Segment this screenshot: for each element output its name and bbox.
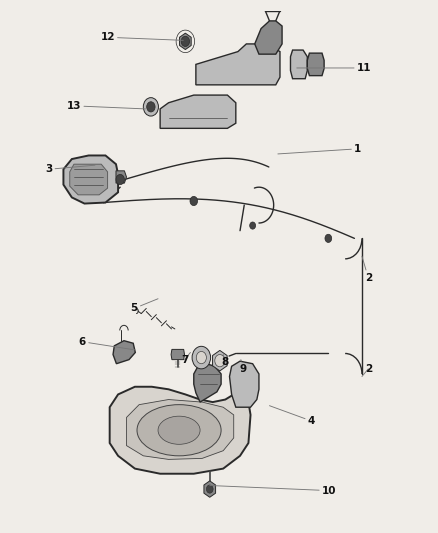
Text: 7: 7 xyxy=(181,352,191,365)
Circle shape xyxy=(147,102,155,112)
Polygon shape xyxy=(113,341,135,364)
Polygon shape xyxy=(212,350,227,371)
Text: 12: 12 xyxy=(100,33,183,42)
Text: 1: 1 xyxy=(278,144,361,154)
Text: 10: 10 xyxy=(210,486,336,496)
Polygon shape xyxy=(307,53,324,76)
Polygon shape xyxy=(290,50,307,79)
Polygon shape xyxy=(116,171,127,183)
Text: 3: 3 xyxy=(45,164,95,174)
Polygon shape xyxy=(160,95,236,128)
Text: 4: 4 xyxy=(269,406,315,426)
Circle shape xyxy=(190,196,198,206)
Circle shape xyxy=(325,235,332,243)
Circle shape xyxy=(143,98,159,116)
Polygon shape xyxy=(196,44,280,85)
Circle shape xyxy=(196,351,206,364)
Text: 6: 6 xyxy=(79,337,135,350)
Text: 11: 11 xyxy=(297,63,371,73)
Circle shape xyxy=(206,485,213,493)
Polygon shape xyxy=(230,361,259,407)
Text: 9: 9 xyxy=(240,360,247,374)
Polygon shape xyxy=(204,481,215,497)
Polygon shape xyxy=(64,156,118,204)
Ellipse shape xyxy=(158,416,200,445)
Circle shape xyxy=(192,346,211,369)
Polygon shape xyxy=(194,364,221,402)
Polygon shape xyxy=(171,350,184,360)
Text: 2: 2 xyxy=(362,364,372,376)
Ellipse shape xyxy=(137,405,221,456)
Polygon shape xyxy=(110,387,251,474)
Polygon shape xyxy=(180,33,191,50)
Text: 13: 13 xyxy=(67,101,145,111)
Circle shape xyxy=(215,354,225,367)
Polygon shape xyxy=(70,164,108,195)
Text: 2: 2 xyxy=(362,256,372,283)
Circle shape xyxy=(116,174,124,184)
Text: 8: 8 xyxy=(222,354,229,367)
Circle shape xyxy=(250,222,256,229)
Text: 5: 5 xyxy=(131,298,158,313)
Polygon shape xyxy=(127,400,234,459)
Circle shape xyxy=(181,36,190,46)
Polygon shape xyxy=(255,21,282,54)
